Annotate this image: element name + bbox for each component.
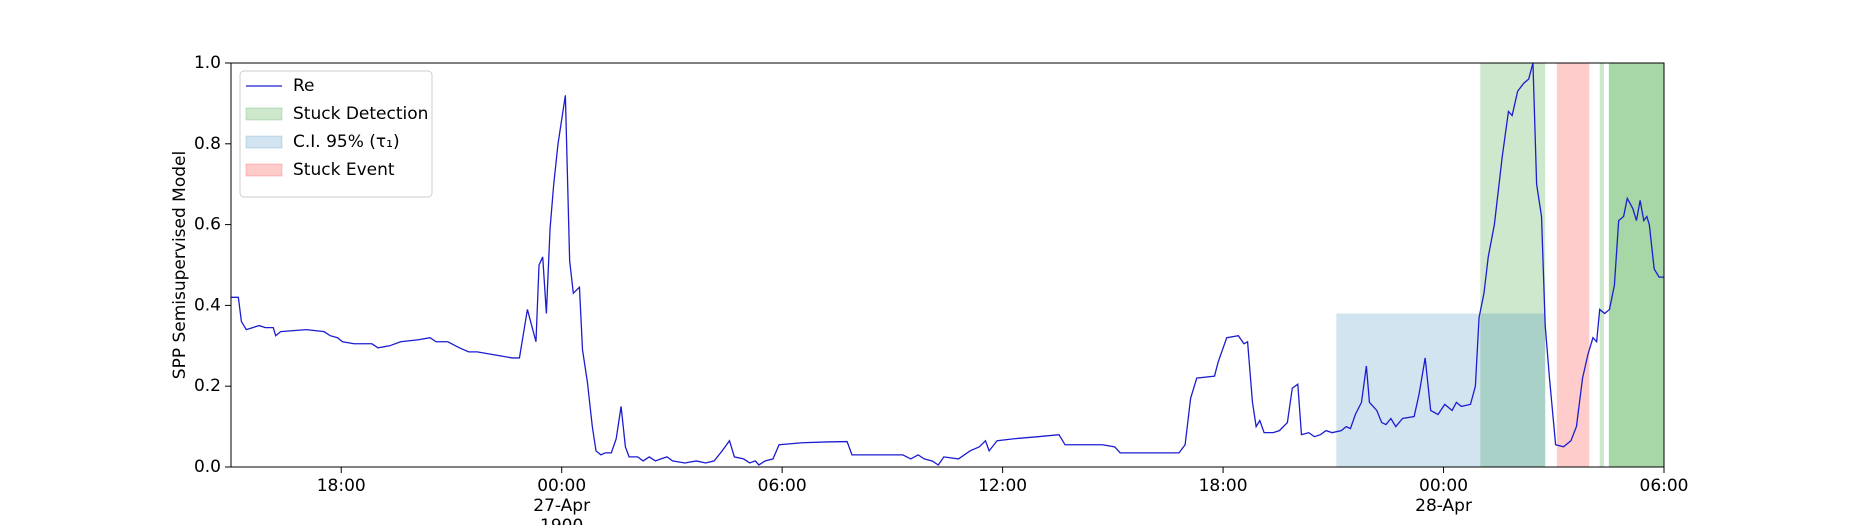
span-region: [1608, 63, 1664, 467]
legend-label: Stuck Event: [293, 160, 395, 180]
legend-label: Stuck Detection: [293, 104, 428, 124]
x-tick-label: 18:00: [316, 476, 366, 496]
data-line: [231, 62, 1664, 466]
y-axis-label: SPP Semisupervised Model: [170, 151, 190, 379]
y-tick-label: 0.4: [194, 295, 221, 315]
legend-patch: [245, 135, 283, 149]
legend: Re Stuck Detection C.I. 95% (τ₁) Stuck Even…: [239, 70, 433, 198]
y-tick-label: 0.8: [194, 134, 221, 154]
y-tick-label: 0.6: [194, 215, 221, 235]
x-tick-label: 06:00: [757, 476, 807, 496]
legend-frame: [239, 70, 433, 198]
y-tick-label: 0.0: [194, 457, 221, 477]
y-tick-label: 0.2: [194, 376, 221, 396]
span-region: [1599, 63, 1604, 467]
x-tick-label: 18:00: [1198, 476, 1248, 496]
legend-patch: [245, 107, 283, 121]
legend-label: Re: [293, 76, 315, 96]
x-tick-label: 06:00: [1639, 476, 1689, 496]
span-region: [1608, 63, 1664, 467]
x-tick-label: 12:00: [978, 476, 1028, 496]
y-tick-label: 1.0: [194, 53, 221, 73]
legend-patch: [245, 163, 283, 177]
plot-frame: [230, 62, 1665, 468]
x-tick-label: 00:00 28-Apr: [1415, 476, 1472, 516]
x-tick-label: 00:00 27-Apr 1900: [533, 476, 591, 525]
span-region: [1556, 63, 1590, 467]
span-region: [1336, 313, 1546, 467]
legend-label: C.I. 95% (τ₁): [293, 132, 400, 152]
